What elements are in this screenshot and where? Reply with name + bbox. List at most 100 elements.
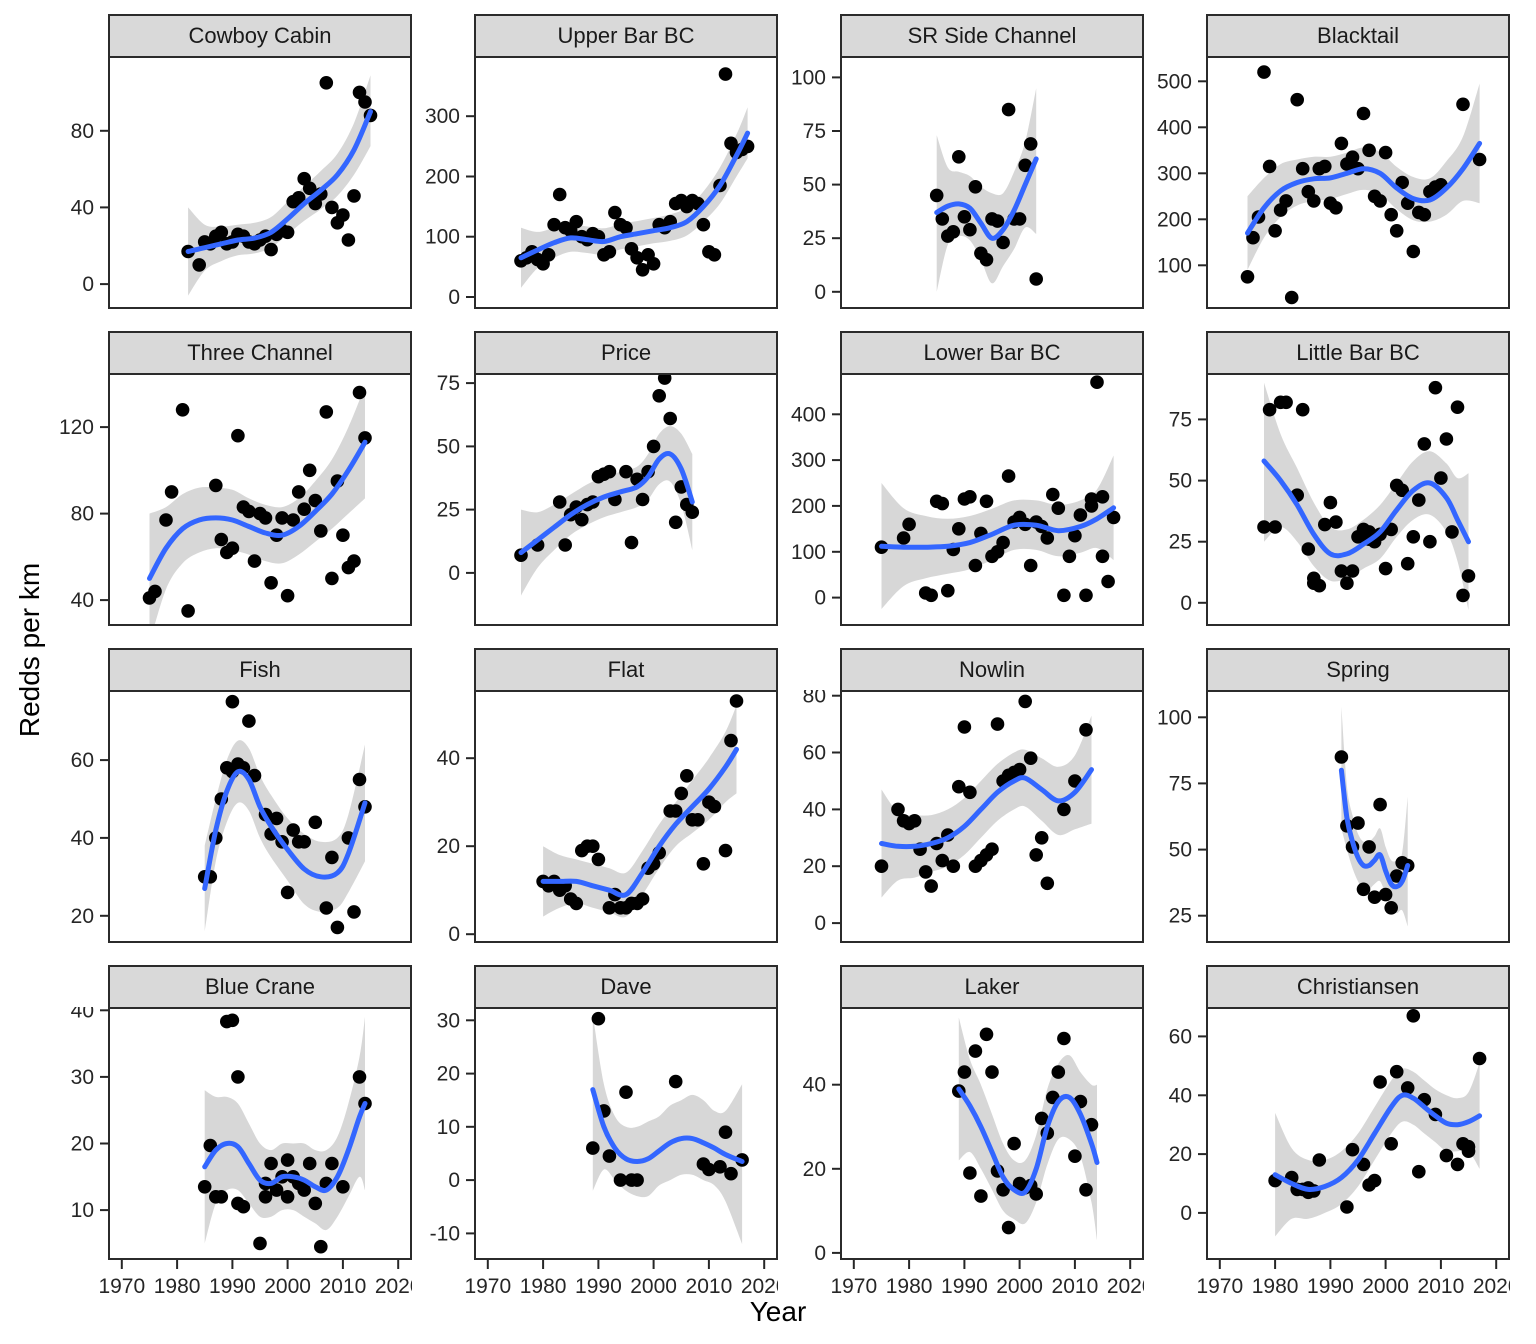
data-point	[941, 583, 955, 598]
data-point	[1029, 1187, 1043, 1201]
y-tick-label: 0	[814, 1242, 826, 1265]
facet-title: Price	[600, 340, 652, 365]
facet-title: SR Side Channel	[907, 23, 1077, 48]
trend-line	[202, 768, 368, 891]
x-tick-label: 2020	[741, 1275, 778, 1298]
facet-little-bar-bc: Little Bar BC 0 25 50 75	[1144, 331, 1510, 628]
data-point	[652, 389, 666, 403]
data-point	[1318, 517, 1332, 532]
y-tick-label: 75	[437, 373, 460, 395]
data-point	[297, 1183, 311, 1197]
trend-line	[879, 767, 1094, 850]
facet-title: Blue Crane	[204, 974, 316, 999]
y-tick-label: 0	[814, 281, 826, 304]
data-point	[990, 717, 1005, 731]
facet-panel: 0 100 200 300 400	[791, 373, 1144, 626]
trend-line	[934, 156, 1039, 241]
trend-line	[1261, 458, 1471, 559]
data-point	[630, 251, 644, 265]
y-tick-label: 400	[1157, 116, 1192, 139]
y-tick-label: 40	[1169, 1084, 1192, 1107]
data-point	[1101, 574, 1115, 589]
data-point	[985, 1065, 999, 1079]
ci-band	[1247, 83, 1480, 270]
data-point	[707, 248, 722, 262]
data-point	[1068, 1149, 1082, 1163]
data-point	[1079, 723, 1093, 737]
data-point	[635, 892, 650, 906]
y-tick-label: 75	[1169, 408, 1192, 431]
data-point	[225, 1013, 240, 1028]
data-point	[586, 1141, 600, 1155]
trend-line	[1338, 767, 1411, 890]
data-point	[336, 528, 350, 542]
facet-strip: Lower Bar BC	[840, 331, 1144, 373]
data-point	[297, 502, 311, 516]
data-point	[963, 490, 977, 504]
data-point	[979, 494, 994, 509]
data-point	[1378, 145, 1393, 160]
facet-strip: Little Bar BC	[1206, 331, 1510, 373]
facet-panel: 40 80 120	[59, 373, 412, 626]
data-point	[1023, 558, 1038, 573]
data-point	[685, 505, 700, 519]
data-point	[352, 385, 367, 400]
data-point	[1417, 437, 1432, 451]
facet-panel: 0 25 50 75	[437, 373, 778, 626]
data-point	[242, 504, 256, 519]
facet-title: Little Bar BC	[1296, 340, 1420, 365]
data-point	[646, 439, 661, 454]
data-point	[352, 772, 367, 787]
facet-panel: 0 20 40 60 80	[803, 690, 1144, 943]
data-point	[1340, 1200, 1354, 1214]
facet-lower-bar-bc: Lower Bar BC 0 100 200 300 400	[778, 331, 1144, 628]
facet-title: Fish	[239, 657, 281, 682]
data-point	[569, 896, 584, 911]
data-point	[1079, 588, 1093, 603]
data-point	[1301, 542, 1316, 556]
facet-strip: Flat	[474, 648, 778, 690]
facet-title: Christiansen	[1296, 974, 1420, 999]
data-point	[325, 571, 339, 586]
y-tick-label: 100	[1157, 706, 1192, 729]
data-point	[314, 1239, 328, 1254]
data-point	[552, 495, 567, 509]
ci-band	[149, 386, 365, 626]
y-tick-label: 20	[437, 1063, 460, 1086]
data-point	[1279, 194, 1293, 208]
data-point	[1362, 143, 1376, 158]
data-point	[558, 538, 572, 552]
data-point	[657, 373, 672, 385]
data-point	[225, 694, 240, 709]
data-point	[1406, 1009, 1421, 1023]
data-point	[1001, 469, 1016, 483]
data-point	[1257, 520, 1271, 534]
y-tick-label: 500	[1157, 70, 1192, 93]
data-point	[602, 1149, 617, 1163]
facet-grid: Cowboy Cabin 0 40 80 Upper Bar BC 0 100 200 300 S…	[46, 14, 1510, 1322]
facet-strip: Blue Crane	[108, 965, 412, 1007]
data-point	[985, 842, 999, 856]
data-point	[1450, 1157, 1465, 1172]
data-point	[1345, 150, 1360, 164]
x-tick-label: 2000	[630, 1275, 677, 1298]
data-point	[1384, 901, 1398, 915]
y-tick-label: 400	[791, 403, 826, 426]
data-point	[1307, 194, 1321, 208]
x-tick-label: 1980	[1252, 1275, 1299, 1298]
data-point	[314, 524, 328, 538]
data-point	[935, 496, 950, 511]
data-point	[680, 769, 694, 783]
data-point	[308, 815, 323, 830]
facet-flat: Flat 0 20 40	[412, 648, 778, 945]
data-point	[979, 1027, 994, 1042]
y-tick-label: 40	[71, 196, 94, 219]
facet-panel: 25 50 75 100	[1157, 690, 1510, 943]
data-point	[181, 604, 195, 618]
data-point	[547, 217, 561, 232]
ci-band	[1264, 382, 1469, 611]
data-point	[602, 901, 617, 915]
data-point	[1395, 175, 1409, 190]
data-point	[1323, 495, 1338, 510]
data-point	[1461, 1144, 1476, 1158]
